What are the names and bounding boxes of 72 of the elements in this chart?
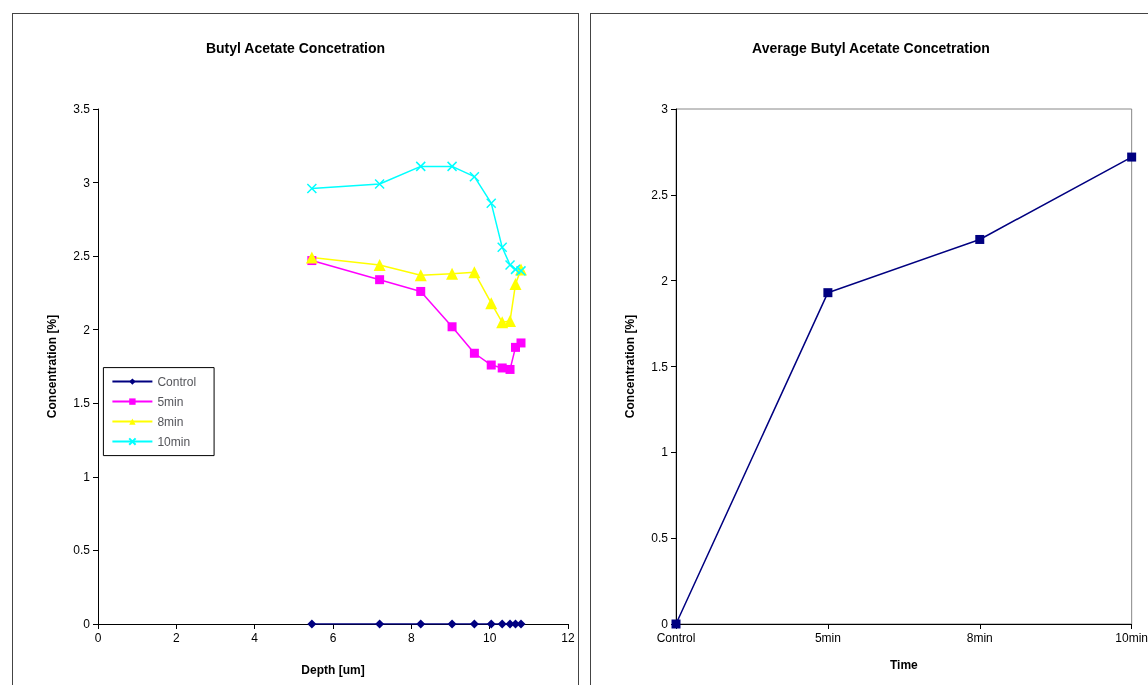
y-tick-label: 0 — [83, 617, 91, 631]
x-tick-label: Control — [656, 631, 696, 645]
x-axis-title: Time — [889, 658, 919, 672]
legend-label: 8min — [157, 414, 184, 429]
x-tick-label: 5min — [814, 631, 841, 645]
y-tick-label: 3.5 — [73, 102, 91, 116]
point — [374, 178, 385, 190]
point — [504, 314, 517, 327]
point — [306, 183, 318, 194]
y-tick-label: 0 — [661, 617, 669, 631]
point — [468, 266, 481, 279]
x-axis-title: Depth [um] — [301, 663, 365, 677]
point — [373, 258, 386, 271]
point — [485, 297, 498, 310]
x-tick-label: 0 — [94, 631, 102, 645]
x-tick-label: 4 — [251, 631, 259, 645]
point — [486, 619, 496, 629]
x-tick-label: 10min — [1115, 631, 1148, 645]
point — [469, 619, 479, 629]
y-axis-title: Concentration [%] — [623, 314, 637, 419]
point — [447, 322, 457, 332]
point — [416, 286, 426, 296]
point — [307, 619, 317, 629]
point — [509, 278, 522, 291]
x-tick-label: 8 — [407, 631, 415, 645]
point — [305, 251, 318, 264]
point — [504, 259, 516, 271]
y-tick-label: 1.5 — [73, 396, 91, 411]
point — [496, 242, 508, 253]
point — [375, 619, 385, 629]
point — [671, 619, 681, 629]
y-tick-label: 2 — [661, 273, 669, 288]
point — [823, 288, 833, 298]
x-tick-label: 12 — [561, 631, 575, 645]
legend-label: 5min — [157, 394, 184, 409]
point — [375, 275, 385, 285]
point — [486, 360, 496, 370]
y-tick-label: 3 — [661, 102, 669, 116]
y-tick-label: 2.5 — [73, 249, 91, 264]
point — [469, 171, 480, 182]
point — [447, 619, 457, 629]
y-tick-label: 2.5 — [651, 187, 669, 202]
point — [516, 338, 526, 348]
point — [497, 619, 507, 629]
chart-title: Average Butyl Acetate Concetration — [752, 40, 990, 56]
point — [415, 161, 426, 172]
y-tick-label: 1 — [661, 445, 669, 460]
point — [505, 364, 515, 374]
point — [414, 269, 427, 282]
y-tick-label: 3 — [83, 175, 91, 190]
point — [446, 267, 459, 280]
y-axis-title: Concentration [%] — [45, 314, 59, 419]
point — [1127, 152, 1137, 162]
point — [485, 197, 497, 209]
legend-label: 10min — [157, 434, 191, 449]
x-tick-label: 10 — [482, 631, 497, 645]
y-tick-label: 1 — [83, 469, 91, 484]
point — [469, 348, 479, 358]
point — [416, 619, 426, 629]
y-tick-label: 1.5 — [651, 359, 669, 374]
x-tick-label: 2 — [172, 631, 180, 645]
point — [510, 264, 521, 275]
point — [497, 363, 507, 373]
y-tick-label: 2 — [83, 322, 91, 337]
chart-title: Butyl Acetate Concetration — [205, 40, 386, 56]
point — [446, 161, 458, 172]
y-tick-label: 0.5 — [651, 531, 669, 546]
x-tick-label: 8min — [966, 631, 993, 645]
y-tick-label: 0.5 — [73, 543, 91, 558]
x-tick-label: 6 — [329, 631, 337, 645]
legend-label: Control — [157, 374, 197, 389]
point — [975, 234, 985, 244]
